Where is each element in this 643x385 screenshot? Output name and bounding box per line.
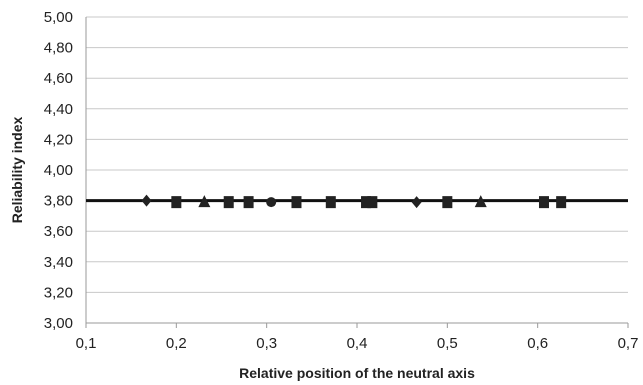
data-point-square xyxy=(538,196,549,209)
y-tick-label: 3,80 xyxy=(44,193,73,210)
x-tick-label: 0,3 xyxy=(256,335,277,352)
axes xyxy=(85,17,629,328)
x-tick-label: 0,1 xyxy=(76,335,97,352)
y-tick-label: 5,00 xyxy=(44,9,73,26)
x-tick-label: 0,7 xyxy=(618,335,639,352)
data-point-triangle xyxy=(198,195,211,208)
data-point-diamond xyxy=(141,194,152,207)
y-tick-label: 3,20 xyxy=(44,284,73,301)
data-point-square xyxy=(361,196,372,209)
data-point-circle xyxy=(266,197,277,208)
data-point-square xyxy=(367,196,378,209)
x-tick-label: 0,4 xyxy=(347,335,368,352)
x-tick-label: 0,5 xyxy=(437,335,458,352)
y-tick-label: 4,80 xyxy=(44,40,73,57)
y-tick-labels: 3,00 3,20 3,40 3,60 3,80 4,00 4,20 4,40 4,60 4,80… xyxy=(44,9,73,332)
y-tick-label: 4,40 xyxy=(44,101,73,118)
y-tick-label: 3,00 xyxy=(44,315,73,332)
data-points xyxy=(141,194,567,209)
y-tick-label: 4,60 xyxy=(44,70,73,87)
data-point-diamond xyxy=(411,196,422,209)
x-axis-label: Relative position of the neutral axis xyxy=(239,365,475,381)
y-axis-label: Reliability index xyxy=(9,116,25,223)
data-point-triangle xyxy=(474,195,487,208)
data-point-square xyxy=(325,196,336,209)
y-tick-label: 4,00 xyxy=(44,162,73,179)
y-tick-label: 3,40 xyxy=(44,254,73,271)
data-point-square xyxy=(223,196,234,209)
x-tick-labels: 0,1 0,2 0,3 0,4 0,5 0,6 0,7 xyxy=(76,335,639,352)
data-point-square xyxy=(171,196,182,209)
gridlines xyxy=(86,16,628,324)
data-point-square xyxy=(291,196,302,209)
x-tick-label: 0,6 xyxy=(527,335,548,352)
data-point-square xyxy=(442,196,453,209)
data-point-square xyxy=(243,196,254,209)
y-tick-label: 4,20 xyxy=(44,131,73,148)
data-point-square xyxy=(556,196,567,209)
y-tick-label: 3,60 xyxy=(44,223,73,240)
x-tick-label: 0,2 xyxy=(166,335,187,352)
